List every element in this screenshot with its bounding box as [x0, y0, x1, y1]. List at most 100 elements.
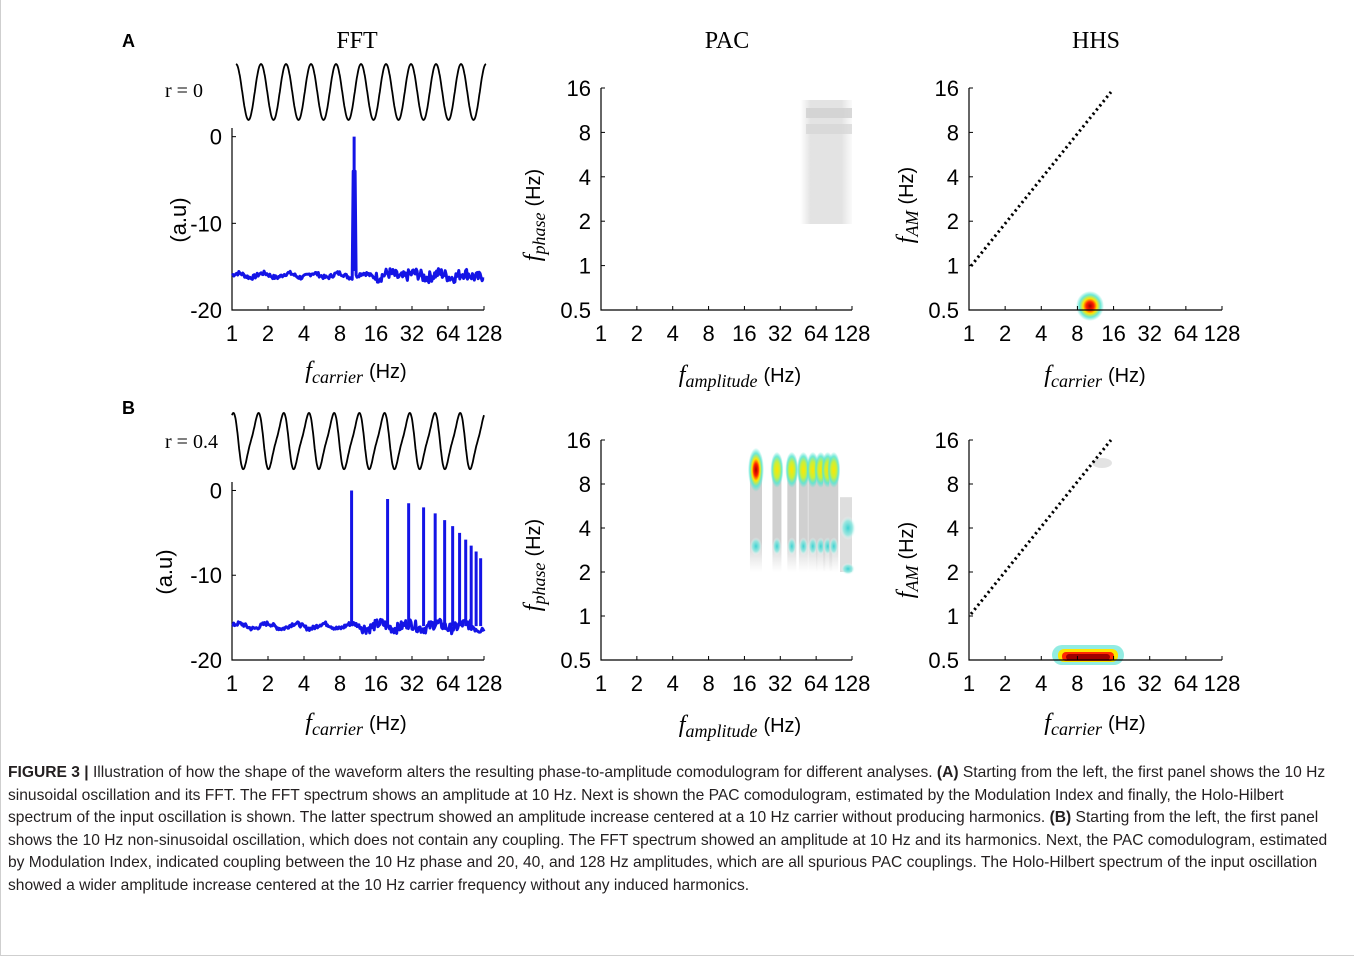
pac-gray-region-a	[800, 100, 852, 224]
pac-ylabel-b: fphase(Hz)	[520, 519, 549, 611]
hhs-b-xtick-label: 2	[999, 671, 1011, 696]
pac-lower-blob	[749, 537, 762, 556]
pac-b-xtick-label: 1	[595, 671, 607, 696]
caption-b-label: (B)	[1049, 809, 1072, 826]
hhs-b-xtick-label: 8	[1071, 671, 1083, 696]
hhs-faint-blob-b	[1092, 458, 1112, 468]
pac-b-xtick-label: 8	[702, 671, 714, 696]
fft-b-xtick-label: 1	[226, 671, 238, 696]
pac-a-ytick-label: 8	[579, 120, 591, 145]
hhs-b-ytick-label: 2	[947, 560, 959, 585]
fft-b-xtick-label: 4	[298, 671, 310, 696]
pac-b-ytick-label: 2	[579, 560, 591, 585]
pac-lower-blob	[798, 537, 808, 556]
hhs-a-ytick-label: 0.5	[928, 298, 959, 323]
hhs-xlabel-b: fcarrier (Hz)	[1044, 710, 1145, 739]
sinusoid-waveform	[235, 62, 487, 122]
pac-a-ytick-label: 2	[579, 209, 591, 234]
fft-a-xtick-label: 8	[334, 321, 346, 346]
caption-a-text: Starting from the left, the first panel …	[8, 764, 1326, 826]
column-title-fft: FFT	[336, 28, 378, 54]
pac-lower-blob	[808, 537, 818, 556]
pac-xlabel-b: famplitude (Hz)	[679, 712, 801, 741]
pac-coupling-blob	[785, 451, 799, 488]
pac-coupling-blob	[796, 451, 810, 488]
fft-a-xtick-label: 4	[298, 321, 310, 346]
fft-ylabel-a: (a.u)	[166, 197, 191, 242]
pac-coupling-blob	[827, 451, 841, 488]
pac-b-ytick-label: 0.5	[560, 648, 591, 673]
pac-b-ytick-label: 8	[579, 472, 591, 497]
pac-a-xtick-label: 32	[768, 321, 792, 346]
pac-a-xtick-label: 64	[804, 321, 828, 346]
pac-a-ytick-label: 0.5	[560, 298, 591, 323]
pac-b-ytick-label: 1	[579, 604, 591, 629]
fft-xlabel-b: fcarrier (Hz)	[305, 710, 406, 739]
waveform-r-label-a: r = 0	[165, 80, 203, 102]
pac-ylabel-a: fphase(Hz)	[520, 169, 549, 261]
hhs-xlabel-a: fcarrier (Hz)	[1044, 362, 1145, 391]
caption-intro: Illustration of how the shape of the wav…	[88, 764, 937, 781]
pac-lower-blob	[816, 537, 826, 556]
hhs-a-xtick-label: 32	[1137, 321, 1161, 346]
fft-a-ytick-label: -20	[190, 298, 222, 323]
hhs-ylabel-b: fAM(Hz)	[893, 522, 922, 598]
hhs-a-xtick-label: 128	[1204, 321, 1241, 346]
pac-coupling-blob	[770, 451, 784, 488]
pac-edge-blob	[841, 562, 855, 575]
hhs-peak-blob-a	[1076, 291, 1104, 321]
fft-b-xtick-label: 16	[364, 671, 388, 696]
pac-b-xtick-label: 32	[768, 671, 792, 696]
pac-b-xtick-label: 64	[804, 671, 828, 696]
pac-a-ytick-label: 1	[579, 254, 591, 279]
hhs-a-ytick-label: 16	[935, 76, 959, 101]
hhs-b-xtick-label: 64	[1174, 671, 1198, 696]
pac-column-fade	[772, 454, 782, 572]
fft-a-xtick-label: 128	[466, 321, 503, 346]
pac-lower-blob	[829, 537, 839, 556]
nonsinusoid-waveform	[231, 412, 485, 471]
hhs-peak-blob-b-center	[1066, 654, 1110, 660]
hhs-b-xtick-label: 128	[1204, 671, 1241, 696]
pac-b-xtick-label: 16	[732, 671, 756, 696]
hhs-b-xtick-label: 32	[1137, 671, 1161, 696]
pac-gray-band2-a	[806, 124, 852, 134]
hhs-a-xtick-label: 8	[1071, 321, 1083, 346]
fft-a-xtick-label: 2	[262, 321, 274, 346]
pac-gray-band-a	[806, 108, 852, 118]
pac-a-xtick-label: 16	[732, 321, 756, 346]
pac-coupling-blob	[747, 447, 764, 492]
pac-a-ytick-label: 4	[579, 165, 591, 190]
fft-b-ytick-label: -10	[190, 563, 222, 588]
fft-b-xtick-label: 32	[400, 671, 424, 696]
fft-ylabel-b: (a.u)	[152, 549, 177, 594]
panel-label-a: A	[122, 31, 135, 51]
fft-a-ytick-label: -10	[190, 211, 222, 236]
hhs-a-xtick-label: 1	[963, 321, 975, 346]
column-title-hhs: HHS	[1072, 28, 1120, 54]
hhs-b-xtick-label: 4	[1035, 671, 1047, 696]
hhs-diagonal-a	[969, 91, 1113, 267]
fft-spectrum-line-a	[231, 169, 485, 285]
pac-edge-blob	[840, 516, 856, 540]
panel-label-b: B	[122, 398, 135, 418]
pac-b-xtick-label: 128	[834, 671, 871, 696]
fft-a-ytick-label: 0	[210, 125, 222, 150]
fft-spectrum-line-b	[231, 617, 486, 636]
hhs-b-xtick-label: 1	[963, 671, 975, 696]
caption-title: FIGURE 3 |	[8, 764, 89, 781]
pac-b-xtick-label: 4	[667, 671, 679, 696]
figure-plot-area: A B FFT PAC HHS r = 0 r = 0.4 0-10-201 2 4…	[122, 28, 1240, 741]
hhs-a-ytick-label: 4	[947, 165, 959, 190]
pac-lower-blob	[772, 537, 782, 556]
figure-caption: FIGURE 3 | Illustration of how the shape…	[8, 762, 1346, 897]
pac-column-fade	[823, 454, 833, 572]
pac-a-xtick-label: 8	[702, 321, 714, 346]
pac-a-ytick-label: 16	[567, 76, 591, 101]
fft-b-xtick-label: 8	[334, 671, 346, 696]
